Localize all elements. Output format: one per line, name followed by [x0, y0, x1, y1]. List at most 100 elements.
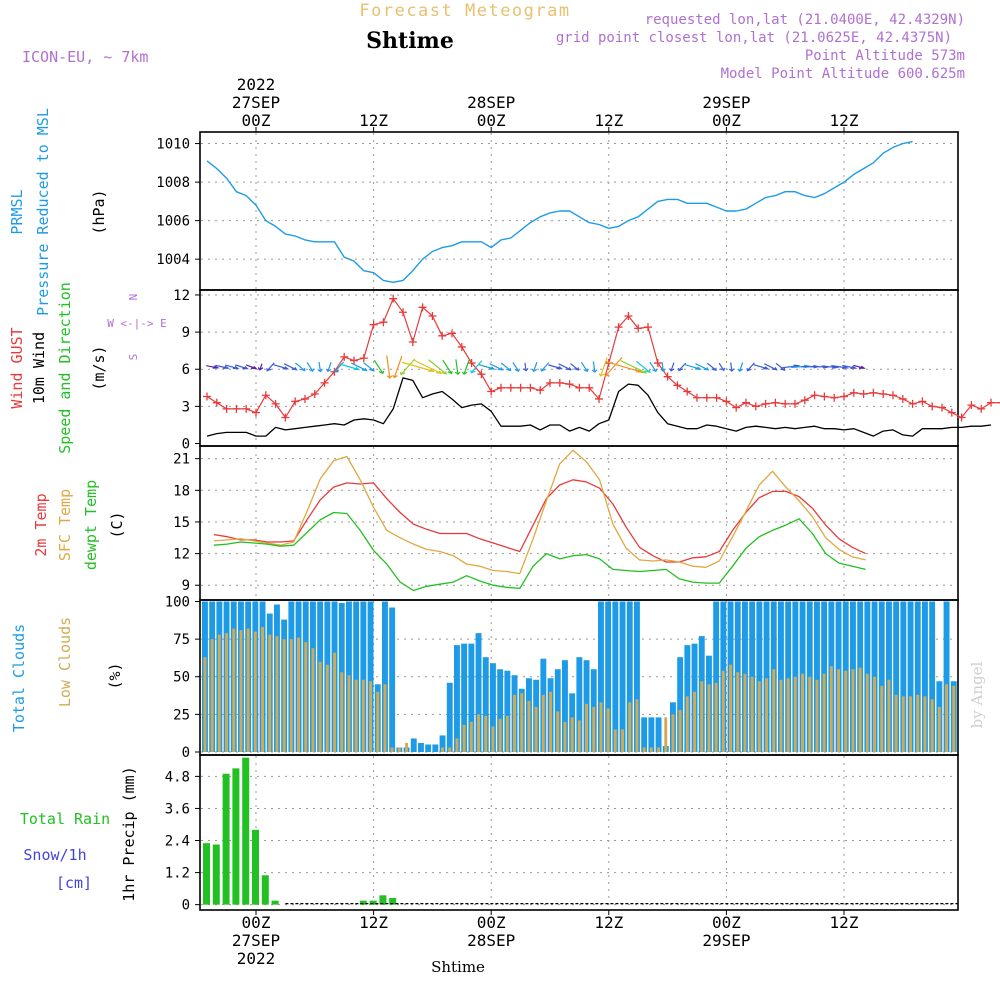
total-cloud-bar	[763, 601, 770, 752]
wind-arrow	[283, 363, 298, 371]
wind-arrow	[683, 363, 702, 370]
wind-arrow	[257, 363, 264, 371]
total-cloud-bar	[389, 607, 396, 752]
low-cloud-bar	[779, 679, 783, 752]
total-cloud-bar	[914, 601, 921, 752]
time-label-bottom: 29SEP	[702, 931, 750, 950]
snow-label: Snow/1h	[23, 846, 86, 864]
y-tick-label: 100	[165, 595, 190, 611]
rain-bar	[379, 895, 387, 905]
low-cloud-bar	[570, 717, 574, 752]
gust-point	[546, 378, 554, 387]
wind-arrow-head	[703, 367, 710, 371]
wind-arrow	[489, 363, 504, 371]
low-cloud-bar	[513, 694, 516, 752]
low-cloud-bar	[340, 672, 344, 752]
wind-arrow-head	[711, 367, 717, 372]
gust-point	[732, 403, 741, 412]
total-cloud-bar	[634, 601, 640, 752]
time-label-top: 27SEP	[232, 93, 280, 112]
wind-arrow-head	[441, 371, 447, 375]
rain-bar	[232, 768, 240, 905]
wind-arrow	[350, 362, 368, 372]
low-cloud-bar	[657, 747, 660, 752]
wind-arrow	[478, 363, 496, 370]
low-cloud-bar	[369, 681, 372, 752]
gust-point	[898, 394, 907, 403]
low-cloud-bar	[945, 684, 948, 752]
rain-bar	[369, 900, 377, 905]
gust-point	[849, 388, 858, 397]
gust-point	[477, 370, 486, 379]
low-cloud-bar	[750, 676, 754, 752]
low-cloud-bar	[297, 637, 300, 752]
wind-arrow-head	[746, 368, 752, 372]
wind-arrow	[400, 358, 416, 376]
wind-arrow-head	[636, 369, 643, 373]
wind-arrow-shaft	[470, 360, 483, 374]
wind-arrow-head	[556, 366, 564, 370]
wind-arrow-head	[400, 371, 406, 376]
low-cloud-bar	[952, 685, 956, 752]
gust-point	[771, 398, 780, 407]
total-cloud-bar	[943, 601, 950, 752]
wind-arrow	[392, 355, 403, 379]
wind-arrow-shaft	[831, 365, 848, 369]
wind-arrow-head	[677, 367, 684, 372]
total-cloud-bar	[432, 744, 439, 752]
gust-point	[526, 383, 535, 392]
gust-point	[918, 397, 927, 406]
wind-arrow	[522, 362, 529, 372]
time-label-top: 00Z	[242, 111, 271, 130]
wind-arrow	[706, 362, 717, 372]
wind-arrow-head	[771, 367, 778, 371]
wind-arrow-shaft	[413, 359, 442, 374]
wind-arrow	[333, 361, 345, 373]
total-cloud-bar	[785, 601, 792, 752]
time-label-top: 12Z	[359, 111, 388, 130]
gust-point	[408, 338, 417, 346]
gust-point	[310, 390, 319, 398]
gust-point	[702, 393, 711, 402]
wind-arrow-shaft	[363, 362, 375, 372]
pressure-label-long: Pressure Reduced to MSL	[34, 108, 52, 316]
wind-arrow-shaft	[683, 363, 701, 370]
wind-arrow	[775, 362, 786, 372]
wind-arrow	[266, 362, 275, 372]
wind-arrow-head	[695, 366, 702, 370]
gust-point	[575, 383, 584, 392]
low-cloud-bar	[311, 648, 315, 752]
total-cloud-bar	[677, 657, 684, 752]
model-altitude: Model Point Altitude 600.625m	[721, 66, 965, 82]
low-cloud-bar	[397, 747, 401, 752]
gust-point	[418, 303, 427, 312]
wind-speed-line	[206, 377, 992, 437]
pressure-label: PRMSL	[8, 189, 26, 234]
wind-arrow-head	[762, 366, 770, 370]
gust-point	[595, 394, 603, 403]
gust-point	[663, 372, 672, 381]
wind-arrow	[853, 364, 866, 369]
time-label-bottom: 12Z	[830, 913, 859, 932]
location-title: Shtime	[366, 28, 454, 54]
gust-point	[634, 324, 643, 333]
gust-point	[840, 392, 848, 401]
wind-arrow-head	[780, 367, 786, 372]
low-cloud-bar	[757, 681, 761, 752]
wind-arrow-shaft	[334, 361, 345, 373]
wind-arrow	[339, 363, 361, 371]
gust-point	[722, 397, 731, 406]
low-cloud-bar	[678, 709, 682, 752]
wind-arrow-shaft	[570, 363, 579, 371]
wind-arrow-head	[232, 365, 240, 370]
wind-arrow	[737, 362, 744, 372]
low-cloud-bar	[491, 726, 495, 752]
gust-point	[281, 413, 290, 422]
low-cloud-bar	[253, 631, 257, 752]
low-cloud-bar	[721, 670, 725, 752]
gust-point	[438, 331, 447, 340]
requested-coords: requested lon,lat (21.0400E, 42.4329N)	[645, 12, 965, 28]
gust-point	[987, 398, 995, 407]
gust-point	[653, 359, 662, 368]
wind-arrow-head	[212, 365, 220, 369]
